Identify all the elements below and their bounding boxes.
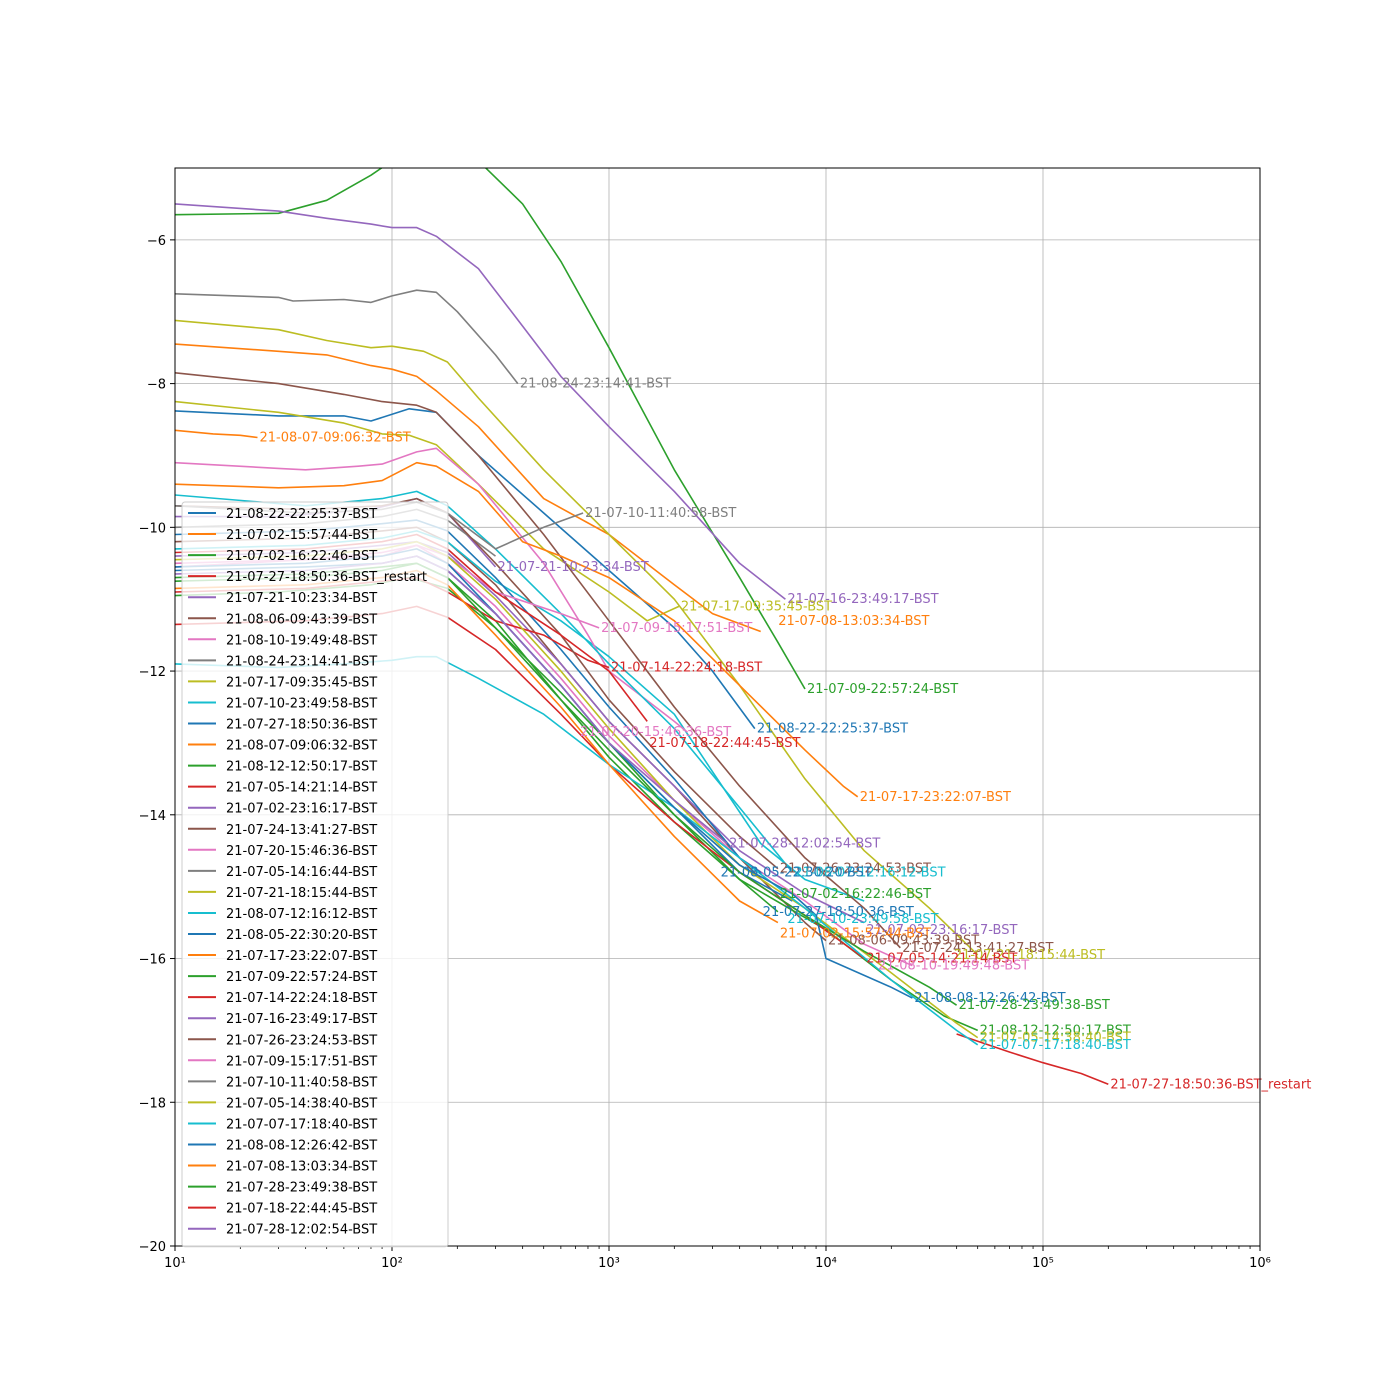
series-end-label: 21-07-05-14:38:40-BST [980, 1031, 1131, 1046]
legend-entry: 21-07-02-15:57:44-BST [226, 528, 377, 543]
legend-entry: 21-07-21-18:15:44-BST [226, 886, 377, 901]
series-end-label: 21-07-02-16:22:46-BST [780, 887, 931, 902]
legend-entry: 21-07-26-23:24:53-BST [226, 1033, 377, 1048]
series-end-label: 21-07-10-11:40:58-BST [585, 506, 736, 521]
y-tick-label: −16 [139, 953, 166, 968]
legend-entry: 21-07-27-18:50:36-BST [226, 718, 377, 733]
y-tick-label: −12 [139, 665, 166, 680]
series-end-label: 21-07-17-09:35:45-BST [681, 599, 832, 614]
series-end-label: 21-07-10-23:49:58-BST [787, 912, 938, 927]
series-end-label: 21-07-26-23:24:53-BST [780, 862, 931, 877]
series-line [175, 319, 979, 956]
series-end-label: 21-08-06-09:43:39-BST [828, 934, 979, 949]
series-end-label: 21-07-09-15:17:51-BST [601, 621, 752, 636]
legend-entry: 21-07-27-18:50:36-BST_restart [226, 570, 427, 585]
series-line [175, 343, 761, 633]
legend-box [181, 501, 449, 1248]
y-tick-label: −8 [147, 378, 166, 393]
legend-entry: 21-07-02-23:16:17-BST [226, 802, 377, 817]
series-end-label: 21-08-24-23:14:41-BST [520, 377, 671, 392]
legend-entry: 21-07-05-14:38:40-BST [226, 1096, 377, 1111]
series-end-label: 21-07-24-13:41:27-BST [902, 941, 1053, 956]
end-label-group: 21-08-24-23:14:41-BST 21-08-07-09:06:32-B… [260, 377, 1312, 1093]
x-tick-label: 10⁵ [1032, 1256, 1054, 1271]
y-tick-label: −6 [147, 234, 166, 249]
series-end-label: 21-07-09-22:57:24-BST [807, 682, 958, 697]
y-tick-label: −20 [139, 1240, 166, 1255]
legend-entry: 21-07-21-10:23:34-BST [226, 591, 377, 606]
legend-entry: 21-08-24-23:14:41-BST [226, 654, 377, 669]
series-line [175, 429, 258, 439]
series-end-label: 21-07-28-23:49:38-BST [959, 998, 1110, 1013]
series-line [175, 400, 680, 622]
legend-entry: 21-07-05-14:21:14-BST [226, 781, 377, 796]
series-end-label: 21-07-14-22:24:18-BST [611, 660, 762, 675]
series-line [175, 289, 519, 385]
series-end-label: 21-07-18-22:44:45-BST [649, 736, 800, 751]
series-end-label: 21-07-20-15:46:36-BST [580, 725, 731, 740]
series-end-label: 21-07-27-18:50:36-BST_restart [1110, 1077, 1311, 1092]
series-end-label: 21-07-08-13:03:34-BST [778, 614, 929, 629]
series-end-label: 21-08-07-09:06:32-BST [260, 431, 411, 446]
series-end-label: 21-08-05-22:30:20-BST [721, 865, 872, 880]
series-end-label: 21-08-12-12:50:17-BST [980, 1023, 1131, 1038]
legend-entry: 21-07-10-23:49:58-BST [226, 696, 377, 711]
legend-entry: 21-07-14-22:24:18-BST [226, 991, 377, 1006]
x-tick-label: 10⁴ [815, 1256, 837, 1271]
legend-entry: 21-07-20-15:46:36-BST [226, 844, 377, 859]
legend-entry: 21-08-08-12:26:42-BST [226, 1139, 377, 1154]
series-end-label: 21-07-16-23:49:17-BST [787, 592, 938, 607]
y-tick-label: −18 [139, 1096, 166, 1111]
legend-entry: 21-07-28-23:49:38-BST [226, 1181, 377, 1196]
series-end-label: 21-07-27-18:50:36-BST [763, 905, 914, 920]
series-line [175, 461, 859, 798]
series-end-label: 21-07-02-15:57:44-BST [780, 926, 931, 941]
legend-entry: 21-07-02-16:22:46-BST [226, 549, 377, 564]
series-end-label: 21-08-10-19:49:48-BST [878, 959, 1029, 974]
legend-entry: 21-07-05-14:16:44-BST [226, 865, 377, 880]
x-tick-label: 10² [381, 1256, 403, 1271]
series-end-label: 21-07-02-23:16:17-BST [866, 923, 1017, 938]
legend-entry: 21-07-08-13:03:34-BST [226, 1160, 377, 1175]
series-end-label: 21-07-28-12:02:54-BST [729, 837, 880, 852]
legend-entry: 21-08-05-22:30:20-BST [226, 928, 377, 943]
legend-entry: 21-08-12-12:50:17-BST [226, 760, 377, 775]
series-end-label: 21-07-21-10:23:34-BST [498, 560, 649, 575]
plot-frame [174, 167, 1261, 1247]
legend-entry: 21-07-16-23:49:17-BST [226, 1012, 377, 1027]
legend: 21-08-22-22:25:37-BST 21-07-02-15:57:44-B… [181, 501, 449, 1248]
legend-entry: 21-07-24-13:41:27-BST [226, 823, 377, 838]
series-end-label: 21-08-22-22:25:37-BST [757, 722, 908, 737]
series-end-label: 21-07-17-23:22:07-BST [860, 790, 1011, 805]
series-line [175, 203, 786, 600]
legend-entry: 21-07-09-15:17:51-BST [226, 1054, 377, 1069]
legend-entry: 21-07-09-22:57:24-BST [226, 970, 377, 985]
series-line [956, 1033, 1109, 1086]
legend-entry: 21-08-07-12:16:12-BST [226, 907, 377, 922]
series-end-label: 21-08-08-12:26:42-BST [914, 991, 1065, 1006]
legend-entry: 21-07-18-22:44:45-BST [226, 1202, 377, 1217]
x-tick-label: 10³ [598, 1256, 620, 1271]
series-end-label: 21-07-07-17:18:40-BST [980, 1038, 1131, 1053]
y-tick-label: −10 [139, 521, 166, 536]
legend-entry: 21-07-07-17:18:40-BST [226, 1117, 377, 1132]
legend-entry: 21-07-17-23:22:07-BST [226, 949, 377, 964]
series-line [175, 372, 901, 949]
series-end-label: 21-07-21-18:15:44-BST [954, 948, 1105, 963]
axis-ticks: 10¹ 10² 10³ 10⁴ 10⁵ 10⁶ −6 −8 −10 −12 −14 −16 −18 −20 [139, 234, 1271, 1271]
legend-entry: 21-08-10-19:49:48-BST [226, 633, 377, 648]
y-tick-label: −14 [139, 809, 166, 824]
series-end-label: 21-07-05-14:21:14-BST [866, 952, 1017, 967]
legend-entry: 21-08-06-09:43:39-BST [226, 612, 377, 627]
x-tick-label: 10¹ [164, 1256, 186, 1271]
series-line [175, 168, 806, 690]
legend-entry: 21-07-17-09:35:45-BST [226, 675, 377, 690]
legend-entry: 21-08-22-22:25:37-BST [226, 507, 377, 522]
legend-entry: 21-08-07-09:06:32-BST [226, 739, 377, 754]
legend-entry: 21-07-10-11:40:58-BST [226, 1075, 377, 1090]
legend-entry: 21-07-28-12:02:54-BST [226, 1223, 377, 1238]
series-end-label: 21-08-07-12:16:12-BST [794, 865, 945, 880]
x-tick-label: 10⁶ [1249, 1256, 1271, 1271]
